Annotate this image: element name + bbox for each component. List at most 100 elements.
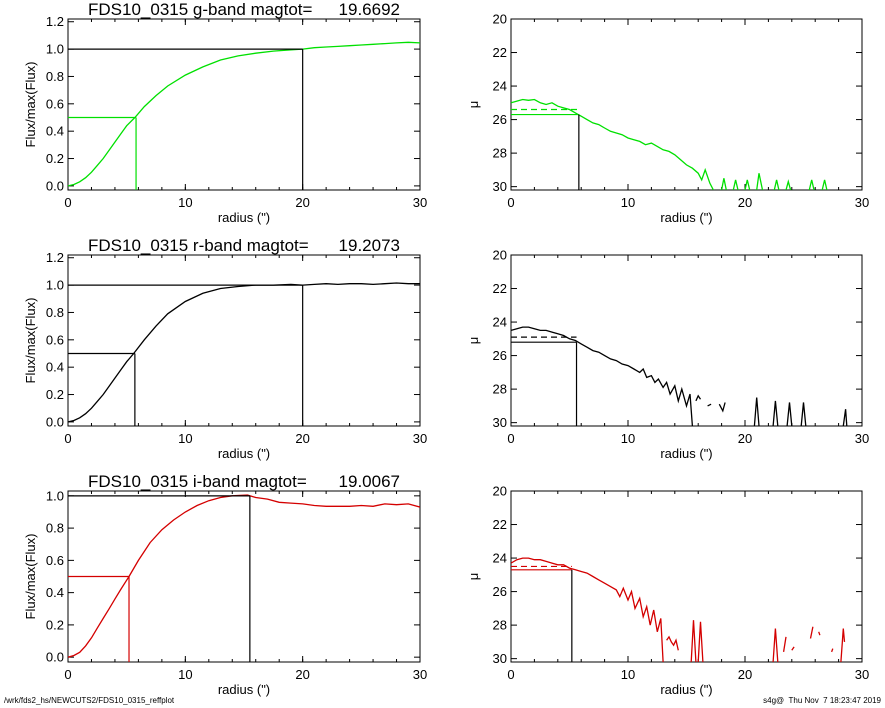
r-growth-ytick-label: 0.2 — [46, 387, 64, 402]
r-growth-ytick-label: 0.0 — [46, 414, 64, 429]
r-profile-profile-seg-2 — [707, 403, 712, 407]
i-profile-profile-seg-7 — [818, 631, 821, 636]
r-growth-ytick-label: 0.6 — [46, 332, 64, 347]
i-profile-plot-area — [511, 557, 846, 662]
g-profile-xtick-label: 20 — [738, 195, 752, 210]
r-growth-ylabel: Flux/max(Flux) — [23, 298, 38, 384]
r-growth-plot-area — [68, 282, 420, 426]
g-profile-ytick-label: 20 — [493, 12, 507, 27]
r-growth-title: FDS10_0315 r-band magtot= — [88, 236, 309, 255]
g-growth-curve — [68, 41, 420, 187]
i-profile-ytick-label: 22 — [493, 517, 507, 532]
r-growth-xlabel: radius (") — [218, 446, 270, 461]
g-growth-ylabel: Flux/max(Flux) — [23, 62, 38, 148]
i-profile-ytick-label: 30 — [493, 651, 507, 666]
g-growth-ytick-label: 0.6 — [46, 96, 64, 111]
g-growth-ytick-label: 1.0 — [46, 42, 64, 57]
r-growth-xtick-label: 30 — [413, 431, 427, 446]
r-profile-ylabel: μ — [466, 337, 481, 345]
i-growth-panel: 0 10 20 30 0.0 0.2 0.4 0.6 0.8 1.0 radius (") Flux/… — [23, 472, 427, 697]
i-profile-xtick-label: 30 — [855, 667, 869, 682]
i-profile-ytick-label: 26 — [493, 584, 507, 599]
r-growth-xtick-label: 10 — [178, 431, 192, 446]
r-growth-ytick-label: 1.0 — [46, 278, 64, 293]
i-profile-xtick-label: 10 — [621, 667, 635, 682]
r-profile-profile-seg-0 — [511, 326, 694, 426]
g-profile-ytick-label: 24 — [493, 79, 507, 94]
r-profile-profile-seg-7 — [800, 402, 807, 426]
r-growth-curve — [68, 282, 420, 423]
i-growth-xtick-label: 0 — [64, 667, 71, 682]
r-growth-ytick-label: 0.8 — [46, 305, 64, 320]
g-profile-ylabel: μ — [466, 101, 481, 109]
i-profile-panel: 0 10 20 30 20 22 24 26 28 30 radius (") μ — [466, 484, 869, 698]
i-profile-profile-seg-9 — [840, 628, 846, 662]
i-profile-ytick-label: 28 — [493, 618, 507, 633]
i-profile-xtick-label: 20 — [738, 667, 752, 682]
g-profile-profile-seg-4 — [756, 173, 764, 190]
g-profile-profile-seg-3 — [744, 179, 751, 190]
r-profile-xtick-label: 10 — [621, 431, 635, 446]
r-growth-ytick-label: 1.2 — [46, 250, 64, 265]
i-growth-ytick-label: 1.0 — [46, 488, 64, 503]
i-profile-profile-seg-2 — [690, 620, 697, 662]
g-profile-profile-seg-6 — [785, 179, 792, 190]
r-profile-xtick-label: 30 — [855, 431, 869, 446]
i-profile-profile-seg-5 — [782, 636, 787, 653]
g-profile-ytick-label: 22 — [493, 45, 507, 60]
r-growth-xtick-label: 20 — [295, 431, 309, 446]
i-profile-frame — [510, 490, 863, 663]
r-growth-panel: 0 10 20 30 0.0 0.2 0.4 0.6 0.8 1.0 1.2 radius (") Fl… — [23, 236, 427, 461]
i-growth-xtick-label: 20 — [295, 667, 309, 682]
i-growth-plot-area — [68, 494, 420, 662]
g-profile-frame — [510, 18, 863, 191]
r-profile-profile-seg-5 — [772, 400, 779, 426]
i-growth-xtick-label: 10 — [178, 667, 192, 682]
r-profile-profile-seg-3 — [718, 402, 726, 413]
r-profile-ytick-label: 22 — [493, 281, 507, 296]
i-profile-profile-seg-10 — [791, 646, 795, 651]
i-growth-ytick-label: 0.6 — [46, 553, 64, 568]
g-growth-ytick-label: 0.0 — [46, 178, 64, 193]
g-growth-plot-area — [68, 41, 420, 190]
g-profile-xlabel: radius (") — [660, 210, 712, 225]
i-growth-ylabel: Flux/max(Flux) — [23, 534, 38, 620]
g-profile-ytick-label: 28 — [493, 146, 507, 161]
g-growth-xtick-label: 30 — [413, 195, 427, 210]
r-profile-profile-seg-4 — [753, 397, 760, 426]
g-growth-title-value: 19.6692 — [339, 0, 400, 19]
i-profile-profile-seg-4 — [772, 628, 779, 662]
i-profile-xtick-label: 0 — [507, 667, 514, 682]
g-growth-ytick-label: 0.8 — [46, 69, 64, 84]
footer-timestamp: s4g@ Thu Nov 7 18:23:47 2019 — [763, 696, 881, 705]
r-profile-xlabel: radius (") — [660, 446, 712, 461]
r-profile-plot-area — [511, 326, 848, 426]
g-growth-ytick-label: 0.2 — [46, 151, 64, 166]
r-profile-ytick-label: 26 — [493, 348, 507, 363]
r-profile-panel: 0 10 20 30 20 22 24 26 28 30 radius (") μ — [466, 248, 869, 462]
g-growth-title: FDS10_0315 g-band magtot= — [88, 0, 313, 19]
i-growth-curve — [68, 494, 420, 658]
g-profile-profile-seg-5 — [773, 179, 780, 190]
i-growth-title: FDS10_0315 i-band magtot= — [88, 472, 307, 491]
g-growth-panel: 0 10 20 30 0.0 0.2 0.4 0.6 0.8 1.0 1.2 radius (") Fl… — [23, 0, 427, 225]
g-profile-xtick-label: 0 — [507, 195, 514, 210]
g-profile-profile-seg-0 — [511, 98, 714, 190]
g-profile-profile-seg-2 — [732, 179, 739, 190]
g-growth-xtick-label: 20 — [295, 195, 309, 210]
i-growth-ytick-label: 0.8 — [46, 521, 64, 536]
r-profile-profile-seg-8 — [842, 409, 848, 426]
g-profile-xtick-label: 10 — [621, 195, 635, 210]
g-profile-plot-area — [511, 98, 828, 190]
g-growth-xtick-label: 0 — [64, 195, 71, 210]
i-profile-profile-seg-0 — [511, 557, 664, 662]
i-growth-xtick-label: 30 — [413, 667, 427, 682]
i-growth-title-value: 19.0067 — [339, 472, 400, 491]
r-profile-xtick-label: 20 — [738, 431, 752, 446]
r-growth-ytick-label: 0.4 — [46, 360, 64, 375]
r-profile-profile-seg-6 — [786, 402, 793, 426]
i-profile-profile-seg-8 — [830, 648, 834, 653]
i-growth-ytick-label: 0.2 — [46, 617, 64, 632]
i-growth-ytick-label: 0.4 — [46, 585, 64, 600]
